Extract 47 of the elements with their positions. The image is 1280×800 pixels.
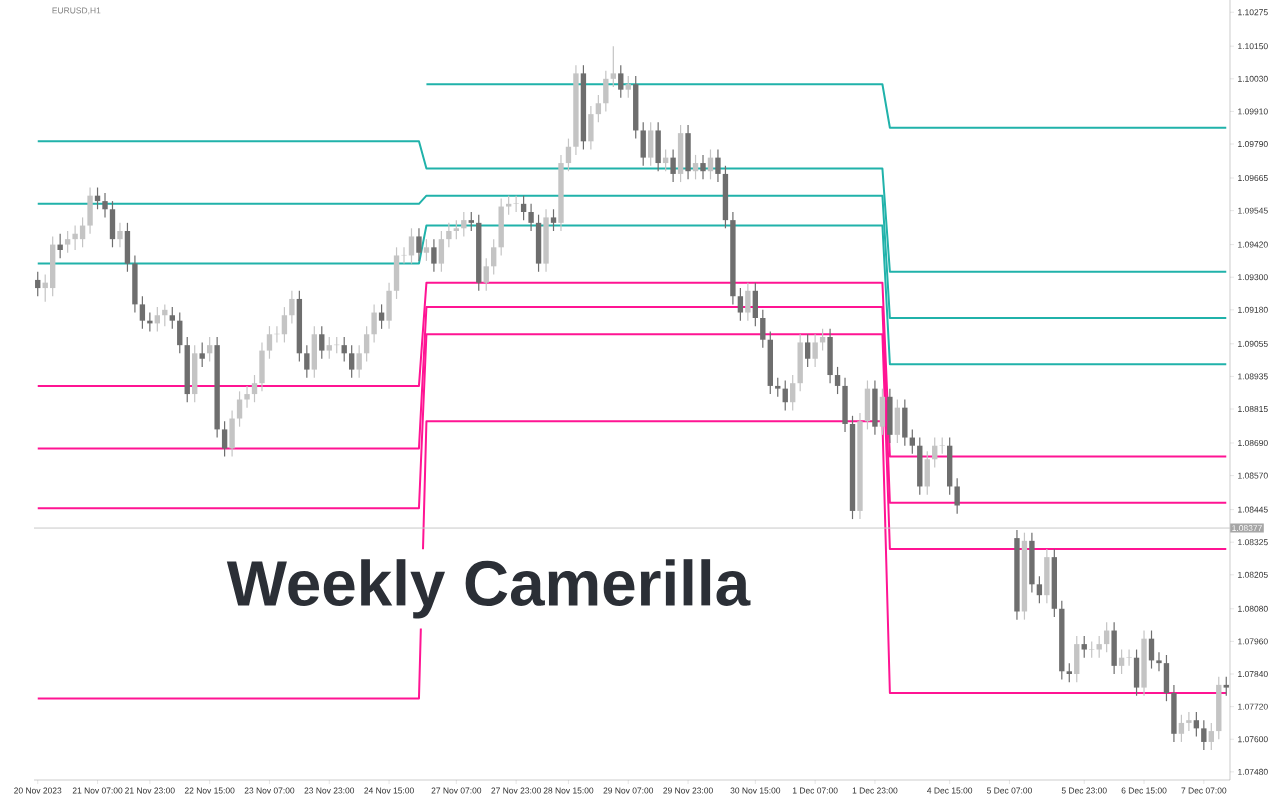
y-tick-label: 1.08325 xyxy=(1238,539,1268,546)
y-tick-label: 1.09910 xyxy=(1238,108,1268,115)
y-tick-label: 1.09300 xyxy=(1238,274,1268,281)
x-tick-label: 1 Dec 23:00 xyxy=(852,787,898,794)
ref-line-label: 1.08377 xyxy=(1232,525,1262,532)
y-tick-label: 1.09545 xyxy=(1238,207,1268,214)
y-tick-label: 1.10275 xyxy=(1238,9,1268,16)
x-tick-label: 5 Dec 07:00 xyxy=(986,787,1032,794)
x-tick-label: 24 Nov 15:00 xyxy=(364,787,414,794)
x-tick-label: 7 Dec 07:00 xyxy=(1181,787,1227,794)
x-tick-label: 21 Nov 07:00 xyxy=(72,787,123,794)
x-tick-label: 29 Nov 23:00 xyxy=(663,787,713,794)
x-tick-label: 23 Nov 23:00 xyxy=(304,787,355,794)
annotation: Weekly Camerilla xyxy=(226,559,751,619)
text: EURUSD,H1 xyxy=(52,7,101,15)
x-tick-label: 29 Nov 07:00 xyxy=(603,787,654,794)
y-tick-label: 1.08815 xyxy=(1238,406,1268,413)
y-tick-label: 1.08445 xyxy=(1238,506,1268,513)
y-tick-label: 1.09055 xyxy=(1238,340,1268,347)
y-tick-label: 1.07720 xyxy=(1238,703,1268,710)
y-tick-label: 1.07840 xyxy=(1238,671,1268,677)
y-tick-label: 1.08690 xyxy=(1238,440,1268,446)
y-tick-label: 1.07600 xyxy=(1238,736,1268,743)
x-tick-label: 21 Nov 23:00 xyxy=(125,787,175,794)
y-tick-label: 1.07960 xyxy=(1238,638,1268,645)
y-tick-label: 1.09665 xyxy=(1238,175,1268,181)
x-tick-label: 5 Dec 23:00 xyxy=(1061,787,1107,794)
y-tick-label: 1.10030 xyxy=(1238,75,1268,82)
x-tick-label: 30 Nov 15:00 xyxy=(730,787,781,794)
y-tick-label: 1.08570 xyxy=(1238,472,1268,479)
x-tick-label: 27 Nov 07:00 xyxy=(431,787,482,794)
y-tick-label: 1.09180 xyxy=(1238,306,1268,313)
x-tick-label: 1 Dec 07:00 xyxy=(792,787,838,794)
y-tick-label: 1.07480 xyxy=(1238,768,1268,775)
x-tick-label: 20 Nov 2023 xyxy=(14,787,62,794)
y-tick-label: 1.08935 xyxy=(1238,373,1268,380)
y-tick-label: 1.09420 xyxy=(1238,241,1268,248)
y-tick-label: 1.08205 xyxy=(1238,571,1268,578)
y-tick-label: 1.10150 xyxy=(1238,43,1268,50)
y-tick-label: 1.09790 xyxy=(1238,141,1268,148)
x-tick-label: 23 Nov 07:00 xyxy=(244,787,295,794)
y-tick-label: 1.08080 xyxy=(1238,605,1268,612)
x-tick-label: 6 Dec 15:00 xyxy=(1121,787,1167,794)
x-tick-label: 27 Nov 23:00 xyxy=(491,787,541,794)
x-tick-label: 28 Nov 15:00 xyxy=(543,787,594,794)
x-tick-label: 4 Dec 15:00 xyxy=(927,787,973,794)
x-tick-label: 22 Nov 15:00 xyxy=(184,787,235,794)
